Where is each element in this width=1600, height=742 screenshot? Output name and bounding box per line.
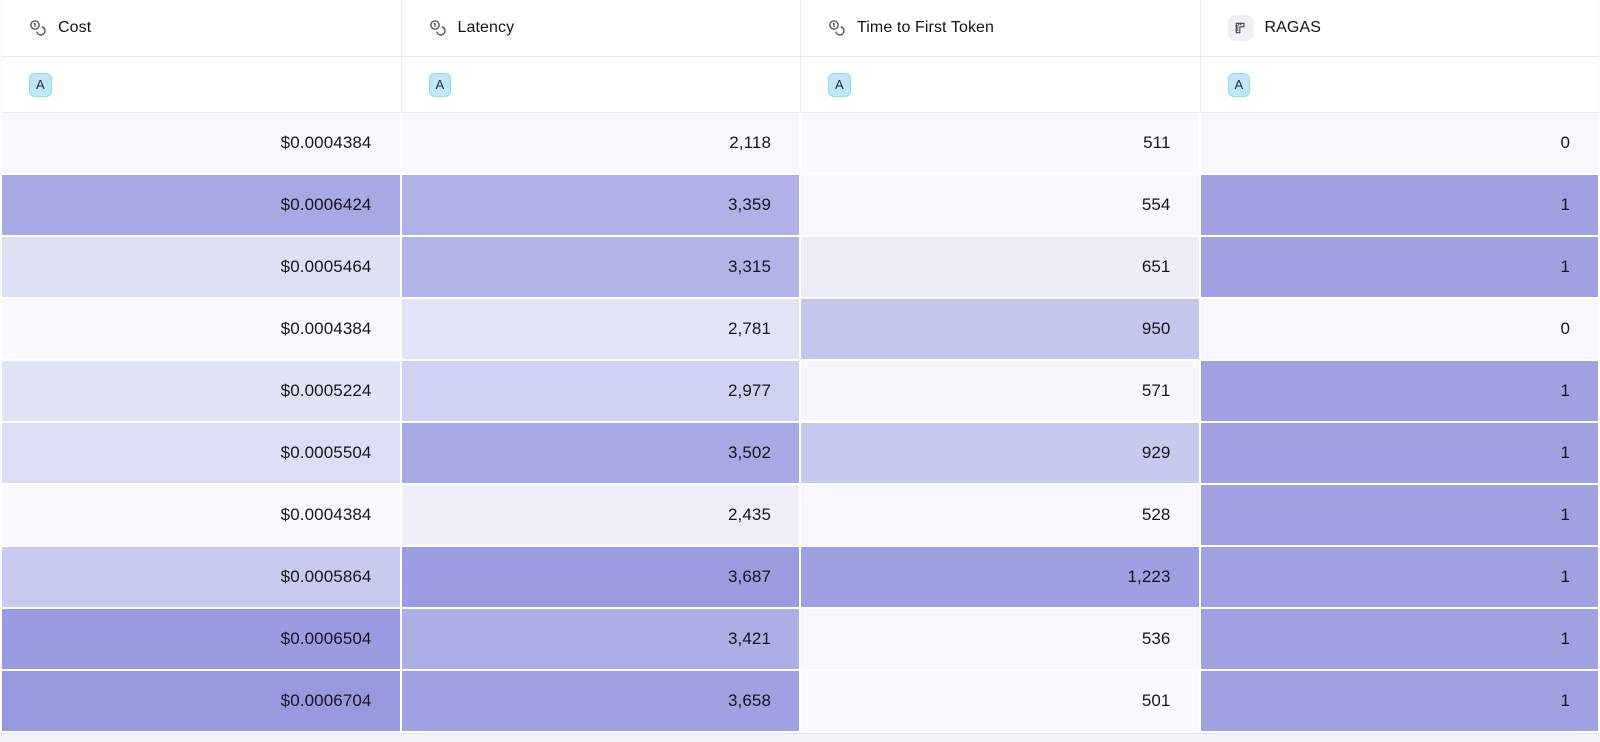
latency-cell[interactable]: 3,359: [401, 175, 801, 237]
time-to-first-token-cell[interactable]: 651: [801, 237, 1201, 299]
time-to-first-token-cell[interactable]: 929: [801, 423, 1201, 485]
coins-icon: [828, 19, 846, 37]
cost-cell[interactable]: $0.0006504: [2, 609, 402, 671]
column-header-label: Time to First Token: [857, 19, 995, 36]
time-to-first-token-cell[interactable]: 528: [801, 485, 1201, 547]
ragas-cell[interactable]: 1: [1200, 361, 1600, 423]
column-header-label: Cost: [58, 19, 92, 36]
coins-icon: [29, 19, 47, 37]
time-to-first-token-cell[interactable]: 511: [801, 113, 1201, 175]
variant-a-chip[interactable]: A: [1227, 72, 1251, 97]
latency-cell[interactable]: 3,658: [401, 671, 801, 733]
latency-cell[interactable]: 2,977: [401, 361, 801, 423]
cost-cell[interactable]: $0.0005464: [2, 237, 402, 299]
ragas-cell[interactable]: 1: [1200, 175, 1600, 237]
variant-badge-cell-time-to-first-token: A: [801, 57, 1201, 113]
variant-a-chip[interactable]: A: [828, 72, 851, 97]
latency-cell[interactable]: 3,502: [401, 423, 801, 485]
cost-cell[interactable]: $0.0004384: [2, 299, 402, 361]
coins-icon: [429, 19, 447, 37]
cost-cell[interactable]: $0.0006424: [2, 175, 402, 237]
latency-cell[interactable]: 3,687: [401, 547, 801, 609]
cost-cell[interactable]: $0.0005504: [2, 423, 402, 485]
column-header-latency[interactable]: Latency: [401, 0, 801, 57]
column-header-label: RAGAS: [1264, 19, 1322, 36]
column-header-time-to-first-token[interactable]: Time to First Token: [801, 0, 1201, 57]
table-bottom-edge: [0, 733, 1600, 742]
time-to-first-token-cell[interactable]: 536: [801, 609, 1201, 671]
time-to-first-token-cell[interactable]: 571: [801, 361, 1201, 423]
cost-cell[interactable]: $0.0005864: [2, 547, 402, 609]
time-to-first-token-cell[interactable]: 950: [801, 299, 1201, 361]
variant-a-chip[interactable]: A: [428, 72, 452, 97]
time-to-first-token-cell[interactable]: 501: [801, 671, 1201, 733]
ragas-cell[interactable]: 1: [1200, 671, 1600, 733]
cost-cell[interactable]: $0.0005224: [2, 361, 402, 423]
time-to-first-token-cell[interactable]: 554: [801, 175, 1201, 237]
cost-cell[interactable]: $0.0004384: [2, 113, 402, 175]
ragas-cell[interactable]: 1: [1200, 237, 1600, 299]
ragas-cell[interactable]: 1: [1200, 609, 1600, 671]
ragas-cell[interactable]: 1: [1200, 547, 1600, 609]
ragas-cell[interactable]: 0: [1200, 299, 1600, 361]
cost-cell[interactable]: $0.0004384: [2, 485, 402, 547]
column-header-label: Latency: [457, 19, 515, 36]
latency-cell[interactable]: 3,421: [401, 609, 801, 671]
ragas-cell[interactable]: 0: [1200, 113, 1600, 175]
variant-badge-cell-latency: A: [401, 57, 801, 113]
latency-cell[interactable]: 2,781: [401, 299, 801, 361]
variant-a-chip[interactable]: A: [29, 72, 52, 97]
ragas-cell[interactable]: 1: [1200, 485, 1600, 547]
latency-cell[interactable]: 2,435: [401, 485, 801, 547]
variant-badge-cell-cost: A: [2, 57, 402, 113]
time-to-first-token-cell[interactable]: 1,223: [801, 547, 1201, 609]
column-header-cost[interactable]: Cost: [2, 0, 402, 57]
cost-cell[interactable]: $0.0006704: [2, 671, 402, 733]
variant-badge-cell-ragas: A: [1200, 57, 1600, 113]
ragas-cell[interactable]: 1: [1200, 423, 1600, 485]
latency-cell[interactable]: 2,118: [401, 113, 801, 175]
ruler-icon: [1227, 15, 1254, 41]
column-header-ragas[interactable]: RAGAS: [1200, 0, 1600, 57]
latency-cell[interactable]: 3,315: [401, 237, 801, 299]
